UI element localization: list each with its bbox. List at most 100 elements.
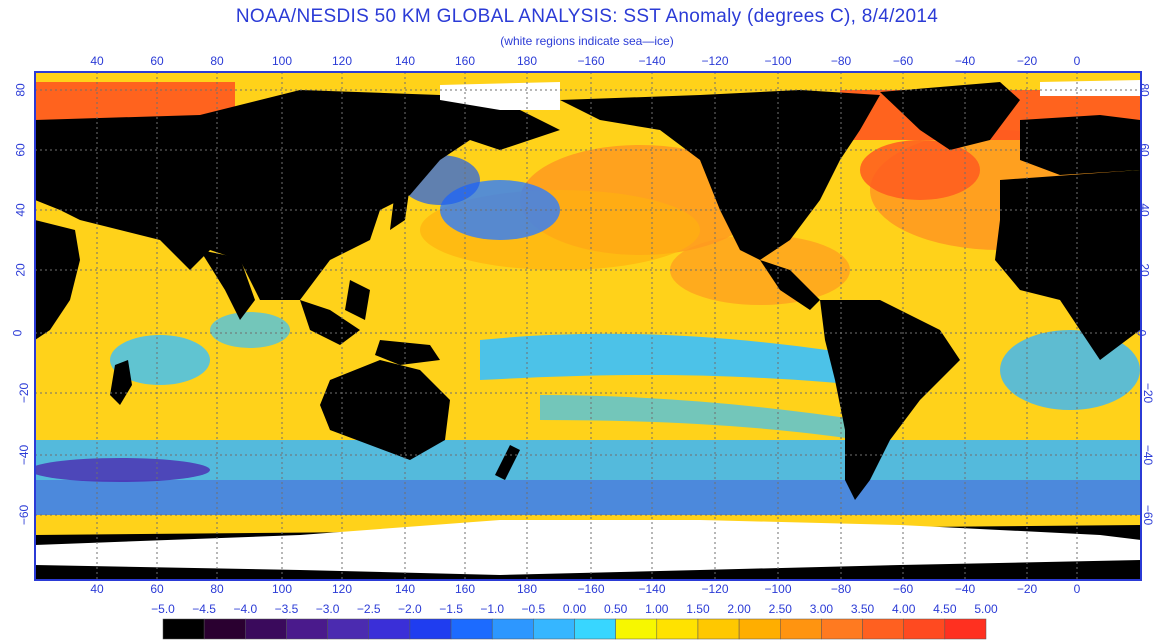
top-longitude-label: 0 bbox=[1073, 54, 1081, 68]
colorbar-swatch bbox=[203, 618, 246, 640]
left-latitude-label: 20 bbox=[13, 263, 28, 277]
landmass-greenland bbox=[880, 82, 1020, 150]
top-longitude-label: 120 bbox=[331, 54, 353, 68]
anomaly-south-pacific-cool bbox=[540, 395, 860, 440]
graticule bbox=[35, 72, 1141, 580]
colorbar-tick-label: 5.00 bbox=[974, 602, 998, 616]
bottom-longitude-label: 180 bbox=[516, 582, 538, 596]
colorbar-tick-label: −2.0 bbox=[398, 602, 422, 616]
colorbar-tick-label: 1.50 bbox=[686, 602, 710, 616]
colorbar-tick-label: −0.5 bbox=[521, 602, 546, 616]
landmass-india bbox=[200, 250, 255, 320]
left-latitude-label: 40 bbox=[13, 203, 28, 217]
right-latitude-label: 60 bbox=[1137, 143, 1152, 157]
top-longitude-label: −100 bbox=[764, 54, 792, 68]
colorbar-tick-label: 1.00 bbox=[645, 602, 669, 616]
colorbar-swatch bbox=[327, 618, 370, 640]
colorbar-swatch bbox=[821, 618, 863, 640]
landmass-new-guinea bbox=[375, 340, 440, 365]
top-longitude-label: 40 bbox=[90, 54, 104, 68]
colorbar bbox=[162, 618, 987, 640]
colorbar-swatch bbox=[903, 618, 946, 640]
top-longitude-label: 80 bbox=[210, 54, 224, 68]
right-latitude-label: 80 bbox=[1137, 83, 1152, 97]
colorbar-swatch bbox=[697, 618, 740, 640]
bottom-longitude-label: 160 bbox=[454, 582, 476, 596]
bottom-longitude-label: −80 bbox=[830, 582, 852, 596]
bottom-longitude-label: −140 bbox=[638, 582, 666, 596]
landmass-new-zealand bbox=[495, 445, 520, 480]
landmass-central-america bbox=[760, 260, 820, 310]
landmass-africa-east bbox=[35, 220, 80, 340]
landmass-south-america bbox=[820, 300, 960, 500]
colorbar-swatch bbox=[574, 618, 616, 640]
left-latitude-label: 0 bbox=[10, 329, 25, 337]
map-subtitle: (white regions indicate sea—ice) bbox=[500, 34, 674, 48]
map-title: NOAA/NESDIS 50 KM GLOBAL ANALYSIS: SST A… bbox=[235, 6, 939, 27]
colorbar-tick-label: −1.0 bbox=[480, 602, 505, 616]
anomaly-gulf-stream bbox=[860, 140, 980, 200]
left-latitude-label: −20 bbox=[17, 382, 32, 404]
top-longitude-label: 180 bbox=[516, 54, 538, 68]
bottom-longitude-label: 40 bbox=[90, 582, 104, 596]
colorbar-swatch bbox=[533, 618, 575, 640]
top-longitude-label: 60 bbox=[150, 54, 164, 68]
top-longitude-label: −80 bbox=[830, 54, 852, 68]
bottom-longitude-label: 60 bbox=[150, 582, 164, 596]
landmass-europe bbox=[1020, 115, 1140, 175]
anomaly-southern-ocean-band bbox=[35, 440, 1141, 480]
landmass-africa bbox=[995, 170, 1140, 360]
colorbar-tick-label: 2.00 bbox=[727, 602, 751, 616]
sea-ice-arctic-1 bbox=[440, 82, 560, 110]
colorbar-swatch bbox=[368, 618, 411, 640]
right-latitude-label: −60 bbox=[1141, 504, 1156, 526]
bottom-longitude-label: −120 bbox=[701, 582, 729, 596]
top-longitude-label: 160 bbox=[454, 54, 476, 68]
colorbar-swatch bbox=[450, 618, 493, 640]
bottom-longitude-label: −60 bbox=[892, 582, 914, 596]
colorbar-swatch bbox=[491, 618, 534, 640]
left-latitude-label: −40 bbox=[17, 444, 32, 466]
colorbar-tick-label: −4.0 bbox=[233, 602, 258, 616]
top-longitude-label: −120 bbox=[701, 54, 729, 68]
colorbar-tick-label: 0.50 bbox=[603, 602, 628, 616]
bottom-longitude-label: 0 bbox=[1073, 582, 1081, 596]
bottom-longitude-label: −20 bbox=[1016, 582, 1038, 596]
right-latitude-label: −20 bbox=[1141, 382, 1156, 404]
colorbar-tick-label: 4.50 bbox=[933, 602, 957, 616]
colorbar-tick-label: −3.5 bbox=[274, 602, 299, 616]
colorbar-swatch bbox=[738, 618, 781, 640]
landmass-madagascar bbox=[110, 360, 132, 405]
colorbar-swatch bbox=[286, 618, 328, 640]
colorbar-tick-label: −2.5 bbox=[356, 602, 381, 616]
colorbar-swatch bbox=[780, 618, 822, 640]
colorbar-swatch bbox=[615, 618, 658, 640]
colorbar-tick-label: −4.5 bbox=[192, 602, 216, 616]
top-longitude-label: −40 bbox=[954, 54, 976, 68]
colorbar-tick-label: 2.50 bbox=[768, 602, 792, 616]
map-area bbox=[35, 72, 1141, 580]
bottom-longitude-label: −160 bbox=[577, 582, 605, 596]
top-longitude-label: 140 bbox=[394, 54, 416, 68]
colorbar-tick-label: 4.00 bbox=[892, 602, 916, 616]
colorbar-swatch bbox=[862, 618, 904, 640]
landmass-australia bbox=[320, 360, 450, 460]
anomaly-southern-ocean-purple bbox=[35, 458, 210, 482]
landmass-philippines bbox=[345, 280, 370, 320]
colorbar-swatch bbox=[162, 618, 205, 640]
bottom-longitude-label: 100 bbox=[271, 582, 293, 596]
colorbar-tick-label: −3.0 bbox=[315, 602, 340, 616]
landmass-eurasia bbox=[35, 90, 560, 300]
top-longitude-label: −20 bbox=[1016, 54, 1038, 68]
top-longitude-label: −60 bbox=[892, 54, 914, 68]
left-latitude-label: −60 bbox=[17, 504, 32, 526]
top-longitude-label: −160 bbox=[577, 54, 605, 68]
colorbar-tick-label: 3.50 bbox=[850, 602, 875, 616]
anomaly-equatorial-cool bbox=[480, 333, 860, 385]
sea-ice-arctic-2 bbox=[1040, 80, 1141, 96]
right-latitude-label: −40 bbox=[1141, 444, 1156, 466]
top-longitude-label: 100 bbox=[271, 54, 293, 68]
map-frame bbox=[34, 71, 1142, 581]
sea-ice-antarctic bbox=[35, 520, 1141, 575]
